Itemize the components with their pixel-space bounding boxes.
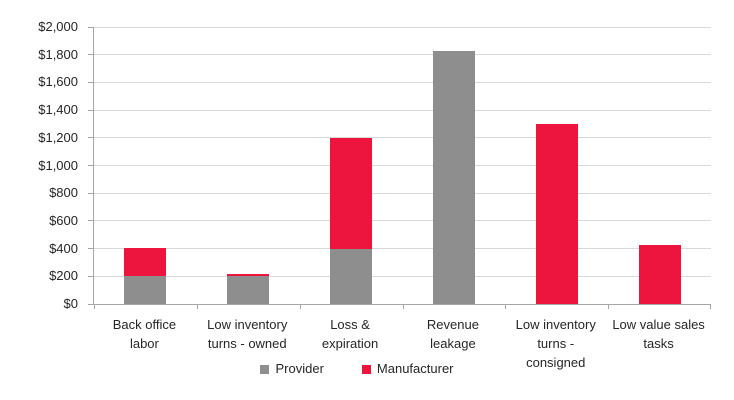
gridline: [94, 26, 711, 28]
y-tick-label: $1,200: [38, 129, 78, 145]
gridline: [94, 165, 711, 166]
legend-marker-manufacturer: [361, 364, 371, 374]
y-axis-tick: [88, 248, 94, 250]
legend-item-manufacturer: Manufacturer: [361, 361, 454, 377]
x-axis-tick: [505, 304, 507, 309]
x-category-label: Back office labor: [93, 315, 196, 353]
gridline: [94, 248, 711, 250]
bar-segment-provider: [227, 276, 269, 304]
legend-marker-provider: [260, 364, 270, 374]
y-tick-label: $600: [49, 212, 78, 228]
y-axis-tick: [88, 137, 94, 139]
y-tick-label: $0: [63, 296, 78, 311]
x-category-label-line: Low inventory: [515, 317, 596, 332]
y-axis-tick: [88, 81, 94, 83]
bar-segment-provider: [124, 276, 166, 304]
x-category-label-line: labor: [129, 336, 159, 351]
bar-segment-manufacturer: [536, 124, 578, 304]
x-category-label-line: consigned: [526, 355, 586, 370]
x-category-label: Revenue leakage: [402, 315, 505, 353]
gridline: [94, 54, 711, 56]
x-category-label-line: turns - owned: [207, 336, 287, 351]
y-axis-tick: [88, 192, 94, 194]
y-tick-label: $1,000: [38, 157, 78, 173]
y-axis: $0 $200 $400 $600 $800 $1,000 $1,200 $1,400 $1,6…: [0, 0, 78, 400]
y-tick-label: $400: [49, 240, 78, 256]
gridline: [94, 275, 711, 277]
y-tick-label: $800: [49, 185, 78, 201]
y-axis-tick: [88, 165, 94, 166]
bar-segment-manufacturer: [330, 138, 372, 249]
x-axis-tick: [299, 304, 301, 309]
y-tick-label: $1,600: [38, 74, 78, 90]
bar-segment-manufacturer: [227, 274, 269, 276]
x-category-label-line: Loss &: [330, 317, 370, 332]
plot-area: [88, 26, 711, 309]
x-axis-tick: [608, 304, 610, 309]
x-axis-labels: Back office labor Low inventory turns - own…: [93, 315, 710, 385]
y-tick-label: $200: [49, 268, 78, 284]
x-category-label: Low inventory turns - consigned: [504, 315, 607, 372]
y-axis-tick: [88, 54, 94, 56]
x-category-label-line: turns -: [537, 336, 575, 351]
gridline: [94, 220, 711, 222]
x-category-label: Loss & expiration: [299, 315, 402, 353]
y-tick-label: $1,400: [38, 102, 78, 118]
y-axis-tick: [88, 26, 94, 28]
y-tick-label: $1,800: [38, 46, 78, 62]
bar-segment-provider: [433, 51, 475, 304]
y-axis-tick: [88, 109, 94, 111]
gridline: [94, 137, 711, 139]
legend-label: Manufacturer: [376, 361, 454, 376]
x-category-label-line: leakage: [430, 336, 476, 351]
y-axis-tick: [88, 303, 94, 305]
x-category-label-line: expiration: [321, 336, 379, 351]
legend: Provider Manufacturer: [0, 361, 714, 377]
gridline: [94, 109, 711, 111]
x-axis-tick: [94, 304, 95, 309]
x-category-label: Low inventory turns - owned: [196, 315, 299, 353]
x-axis-tick: [196, 304, 198, 309]
x-category-label-line: tasks: [643, 336, 674, 351]
y-tick-label: $2,000: [38, 19, 78, 34]
gridline: [94, 81, 711, 83]
x-axis-tick: [402, 304, 404, 309]
bar-segment-provider: [330, 249, 372, 304]
bar-segment-manufacturer: [124, 248, 166, 276]
y-axis-tick: [88, 275, 94, 277]
x-category-label-line: Low value sales: [612, 317, 705, 332]
y-axis-tick: [88, 220, 94, 222]
x-category-label: Low value sales tasks: [607, 315, 710, 353]
x-category-label-line: Low inventory: [207, 317, 288, 332]
x-axis-tick: [710, 304, 711, 309]
bar-segment-manufacturer: [639, 245, 681, 304]
x-category-label-line: Revenue: [426, 317, 479, 332]
x-category-label-line: Back office: [112, 317, 177, 332]
legend-item-provider: Provider: [260, 361, 324, 377]
gridline: [94, 192, 711, 194]
legend-label: Provider: [275, 361, 324, 376]
